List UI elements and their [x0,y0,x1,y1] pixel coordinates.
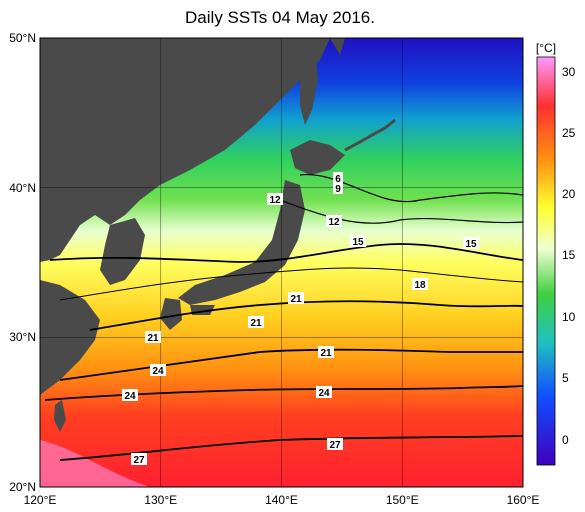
contour-label: 12 [267,193,283,206]
svg-text:21: 21 [290,294,302,305]
contour-label: 15 [463,237,479,250]
contour-label: 15 [350,235,366,248]
map-frame [39,37,524,488]
colorbar-tick: 15 [562,248,576,262]
svg-text:15: 15 [352,237,364,248]
contour-label: 6 [333,172,343,185]
colorbar-tick: 5 [562,371,569,385]
svg-text:12: 12 [269,195,281,206]
land-taiwan [54,400,66,432]
land-kurils [344,118,396,152]
colorbar-tick: 20 [562,187,576,201]
land-honshu [178,180,305,305]
contour-label: 24 [122,389,138,402]
svg-text:21: 21 [320,348,332,359]
land-kamchatka [330,38,345,55]
colorbar-gradient [536,56,556,466]
contour-label: 21 [145,331,161,344]
svg-text:21: 21 [250,318,262,329]
lat-tick: 20°N [9,480,36,494]
contour-label: 21 [288,292,304,305]
lon-tick: 160°E [507,493,540,507]
colorbar-unit: [°C] [536,41,556,55]
land-asia [40,38,330,262]
svg-text:18: 18 [414,280,426,291]
svg-text:6: 6 [335,174,341,185]
svg-text:24: 24 [124,391,136,402]
lon-tick: 130°E [144,493,177,507]
svg-text:24: 24 [152,366,164,377]
contour-label: 21 [248,316,264,329]
land-hokkaido [290,140,345,175]
colorbar-tick: 0 [562,433,569,447]
land-korea [100,218,145,285]
contour-label: 24 [316,386,332,399]
svg-text:24: 24 [318,388,330,399]
contour-label: 18 [412,278,428,291]
svg-text:27: 27 [133,455,145,466]
warm-pool [40,440,150,487]
contour-label: 9 [333,182,343,195]
svg-text:12: 12 [328,217,340,228]
contour-label: 27 [327,438,343,451]
lat-tick: 40°N [9,181,36,195]
lat-tick: 30°N [9,330,36,344]
contour-label: 27 [131,453,147,466]
svg-text:21: 21 [147,333,159,344]
colorbar: [°C] 30 25 20 15 10 5 0 [536,41,576,466]
svg-text:15: 15 [465,239,477,250]
svg-text:9: 9 [335,184,341,195]
contour-label: 21 [318,346,334,359]
land-kyushu [160,298,182,330]
lon-tick: 140°E [265,493,298,507]
land-sakhalin [300,40,318,125]
contour-label: 12 [326,215,342,228]
svg-text:27: 27 [329,440,341,451]
contour-label: 24 [150,364,166,377]
colorbar-tick: 10 [562,310,576,324]
map-title: Daily SSTs 04 May 2016. [185,8,375,27]
lat-axis: 50°N 40°N 30°N 20°N [9,31,36,494]
contour-label-group: 6 9 12 12 15 15 18 21 21 21 21 24 24 24 … [122,172,479,466]
colorbar-tick: 30 [562,65,576,79]
lon-tick: 150°E [386,493,419,507]
lon-tick: 120°E [24,493,57,507]
lat-tick: 50°N [9,31,36,45]
grid [40,38,523,487]
colorbar-tick: 25 [562,126,576,140]
lon-axis: 120°E 130°E 140°E 150°E 160°E [24,493,540,507]
